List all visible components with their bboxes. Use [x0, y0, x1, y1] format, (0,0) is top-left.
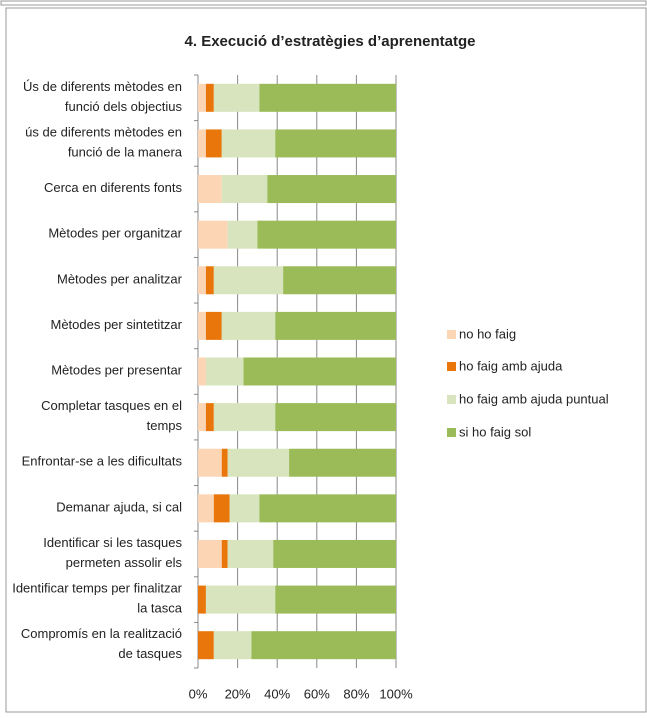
bar-segment — [227, 539, 274, 568]
legend-swatch — [447, 428, 456, 437]
legend-label: ho faig amb ajuda — [459, 358, 563, 373]
chart-title: 4. Execució d’estratègies d’aprenentatge — [185, 33, 476, 50]
bar-segment — [213, 266, 284, 295]
bar-segment — [273, 539, 396, 568]
y-tick-label: Mètodes per analitzar — [57, 272, 183, 287]
bar-segment — [198, 83, 206, 112]
bar-segment — [259, 83, 396, 112]
bar-segment — [275, 585, 396, 614]
y-tick-label: ús de diferents mètodes en funció de la … — [25, 125, 183, 160]
bar-segment — [198, 403, 206, 432]
bar-segment — [221, 175, 268, 204]
bar-segment — [221, 311, 276, 340]
bar-segment — [205, 403, 214, 432]
y-tick-label: Mètodes per sintetitzar — [50, 317, 182, 332]
bar-segment — [205, 585, 276, 614]
bar-segment — [227, 448, 290, 477]
legend-label: si ho faig sol — [459, 424, 531, 439]
legend-swatch — [447, 330, 456, 339]
bar-segment — [205, 83, 214, 112]
x-tick-label: 0% — [189, 686, 208, 701]
y-tick-label: Mètodes per organitzar — [48, 226, 182, 241]
y-tick-label: Demanar ajuda, si cal — [56, 500, 182, 515]
bar-segment — [275, 311, 396, 340]
bar-segment — [198, 175, 222, 204]
y-tick-label: Cerca en diferents fonts — [44, 180, 183, 195]
bar-segment — [213, 494, 230, 523]
bar-segment — [205, 266, 214, 295]
bar-segment — [243, 357, 396, 386]
bar-segment — [229, 494, 260, 523]
bar-segment — [213, 631, 252, 660]
bar-segment — [267, 175, 396, 204]
x-tick-label: 80% — [343, 686, 369, 701]
x-tick-label: 40% — [264, 686, 290, 701]
bar-segment — [213, 83, 260, 112]
x-tick-label: 20% — [225, 686, 251, 701]
bar-segment — [213, 403, 276, 432]
bar-segment — [198, 585, 206, 614]
bar-segment — [198, 357, 206, 386]
legend-swatch — [447, 395, 456, 404]
legend-label: ho faig amb ajuda puntual — [459, 391, 609, 406]
legend-label: no ho faig — [459, 326, 516, 341]
bar-segment — [227, 220, 258, 249]
bar-segment — [221, 448, 228, 477]
y-tick-label: Identificar si les tasques permeten asso… — [43, 535, 182, 570]
x-tick-label: 60% — [304, 686, 330, 701]
bar-segment — [283, 266, 396, 295]
bar-segment — [251, 631, 396, 660]
y-tick-label: Ús de diferents mètodes en funció dels o… — [23, 79, 182, 114]
bar-segment — [198, 494, 214, 523]
y-tick-label: Identificar temps per finalitzar la tasc… — [12, 581, 183, 616]
bar-segment — [275, 403, 396, 432]
bar-segment — [275, 129, 396, 158]
bar-segment — [259, 494, 396, 523]
bar-segment — [198, 539, 222, 568]
bar-segment — [221, 539, 228, 568]
bar-segment — [198, 129, 206, 158]
bar-segment — [198, 266, 206, 295]
bar-segment — [257, 220, 396, 249]
bar-segment — [205, 129, 222, 158]
bar-segment — [198, 631, 214, 660]
y-tick-label: Completar tasques en el temps — [41, 399, 182, 434]
legend-swatch — [447, 362, 456, 371]
bar-segment — [205, 311, 222, 340]
bar-segment — [289, 448, 396, 477]
bar-segment — [198, 311, 206, 340]
y-tick-label: Mètodes per presentar — [51, 363, 182, 378]
top-frame — [0, 0, 647, 6]
bar-segment — [198, 220, 228, 249]
x-tick-label: 100% — [379, 686, 413, 701]
bar-segment — [205, 357, 244, 386]
bar-segment — [221, 129, 276, 158]
y-tick-label: Compromís en la realització de tasques — [21, 627, 183, 662]
y-tick-label: Enfrontar-se a les dificultats — [22, 454, 183, 469]
bar-segment — [198, 448, 222, 477]
